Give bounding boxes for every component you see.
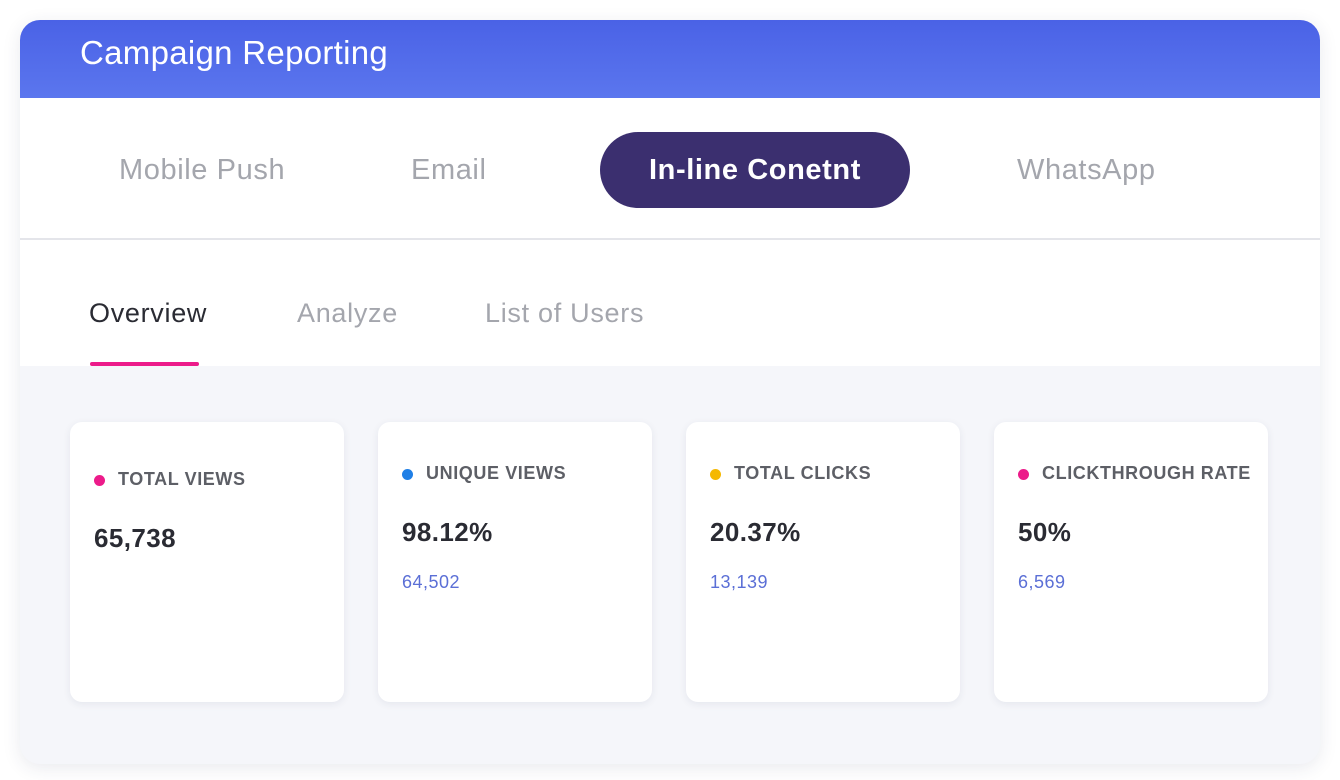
tab-whatsapp[interactable]: WhatsApp (1017, 154, 1156, 186)
channel-tab-bar: Mobile Push Email In-line Conetnt WhatsA… (20, 98, 1320, 240)
status-dot (710, 469, 721, 480)
tab-in-line-content[interactable]: In-line Conetnt (600, 132, 910, 208)
metric-label: CLICKTHROUGH RATE (1042, 463, 1251, 483)
status-dot (402, 469, 413, 480)
status-dot (94, 475, 105, 486)
metric-card-total-views: TOTAL VIEWS 65,738 (70, 422, 344, 702)
metric-count: 64,502 (402, 572, 461, 592)
page-title: Campaign Reporting (80, 34, 389, 71)
metric-value: 20.37% (710, 517, 801, 547)
tab-overview[interactable]: Overview (89, 298, 208, 328)
metric-value: 50% (1018, 517, 1072, 547)
tab-list-of-users[interactable]: List of Users (485, 298, 645, 328)
metric-count: 13,139 (710, 572, 769, 592)
metric-card-total-clicks: TOTAL CLICKS 20.37% 13,139 (686, 422, 960, 702)
metric-count: 6,569 (1018, 572, 1066, 592)
metric-label: TOTAL CLICKS (734, 463, 872, 483)
tab-analyze[interactable]: Analyze (297, 298, 398, 328)
active-tab-underline (90, 362, 199, 366)
metric-label: TOTAL VIEWS (118, 469, 246, 489)
campaign-reporting-panel: Campaign Reporting Mobile Push Email In-… (20, 20, 1320, 764)
report-subtab-bar: Overview Analyze List of Users (20, 240, 1320, 366)
metric-card-clickthrough-rate: CLICKTHROUGH RATE 50% 6,569 (994, 422, 1268, 702)
metric-label: UNIQUE VIEWS (426, 463, 567, 483)
metric-value: 98.12% (402, 517, 493, 547)
tab-email[interactable]: Email (411, 154, 487, 186)
metric-value: 65,738 (94, 523, 176, 553)
header-bar: Campaign Reporting (20, 20, 1320, 98)
status-dot (1018, 469, 1029, 480)
tab-mobile-push[interactable]: Mobile Push (119, 154, 286, 186)
metric-card-unique-views: UNIQUE VIEWS 98.12% 64,502 (378, 422, 652, 702)
